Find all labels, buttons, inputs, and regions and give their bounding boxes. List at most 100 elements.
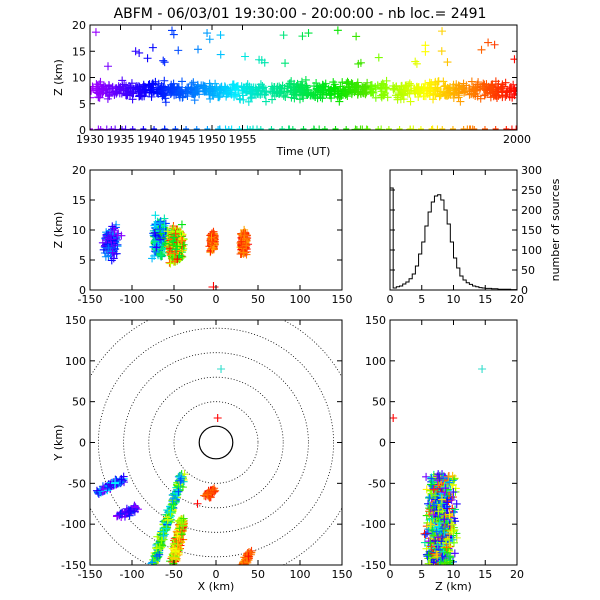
x-tick-label: 1935 [107,133,135,146]
source-marker [238,244,247,253]
source-marker [193,125,200,130]
source-marker [441,503,450,512]
source-marker [374,53,383,62]
source-marker [103,240,112,249]
source-marker [213,414,222,422]
source-marker [439,562,441,565]
source-marker [426,522,435,531]
x-axis-label: X (km) [198,580,235,593]
source-marker [159,532,168,541]
source-marker [197,81,206,90]
source-marker [333,26,342,35]
source-marker [143,54,152,63]
source-marker [335,97,344,106]
histogram-line [390,187,517,291]
source-marker [168,26,177,35]
source-marker [344,78,353,87]
source-marker [157,236,166,245]
source-marker [147,88,156,97]
source-marker [151,211,160,220]
x-tick-label: 1930 [76,133,104,146]
source-marker [151,247,160,256]
source-marker [452,85,461,94]
source-marker [435,519,444,528]
x-tick-label: 100 [290,568,311,581]
source-marker [241,52,250,61]
source-marker [428,125,435,130]
source-marker [438,552,447,561]
source-marker [150,251,159,260]
source-marker [251,91,260,100]
source-marker [110,479,119,488]
source-marker [443,498,452,507]
source-marker [212,83,221,92]
source-marker [245,82,254,91]
source-marker [109,254,118,263]
source-marker [105,89,114,98]
source-marker [420,92,429,101]
source-marker [449,488,458,497]
source-marker [445,478,454,487]
source-marker [465,90,474,99]
source-marker [502,88,511,97]
source-marker [207,245,216,254]
source-marker [482,80,491,89]
y-tick-label: -150 [61,559,86,572]
source-marker [165,258,174,267]
x-tick-label: -150 [78,293,103,306]
y-axis-label: Z (km) [52,59,65,96]
source-marker [379,91,388,100]
source-marker [124,507,133,516]
source-marker [151,219,160,228]
source-marker [177,530,186,539]
source-marker [334,89,343,98]
source-marker [339,86,348,95]
source-marker [162,524,171,533]
source-marker [159,56,168,65]
source-marker [104,62,113,71]
time-height-points [90,26,517,130]
source-marker [304,29,313,38]
y-tick-label: 50 [521,264,535,277]
source-marker [332,125,339,130]
source-marker [473,92,482,101]
source-marker [207,233,216,242]
source-marker [115,85,124,94]
source-marker [150,228,159,237]
source-marker [433,540,442,549]
source-marker [163,227,172,236]
source-marker [426,480,435,489]
x-tick-label: -100 [120,568,145,581]
source-marker [279,125,286,130]
x-tick-label: 50 [251,293,265,306]
source-marker [152,85,161,94]
source-marker [283,87,292,96]
source-marker [148,558,157,565]
source-marker [469,82,478,91]
source-marker [152,544,161,553]
source-marker [183,88,192,97]
source-marker [225,125,232,130]
source-marker [247,87,256,96]
source-marker [174,487,183,496]
source-marker [272,84,281,93]
y-tick-label: 10 [72,224,86,237]
source-marker [298,32,307,41]
source-marker [452,499,461,508]
source-marker [431,491,440,500]
source-marker [140,125,147,130]
source-marker [160,76,169,85]
source-marker [367,81,376,90]
source-marker [126,91,135,100]
source-marker [330,85,339,94]
source-marker [93,487,102,496]
source-marker [148,79,157,88]
source-marker [424,559,433,565]
source-marker [389,84,398,93]
y-tick-label: 100 [365,355,386,368]
source-marker [424,551,433,560]
source-marker [210,487,219,496]
source-marker [203,29,212,38]
source-marker [239,559,248,565]
source-marker [270,91,279,100]
